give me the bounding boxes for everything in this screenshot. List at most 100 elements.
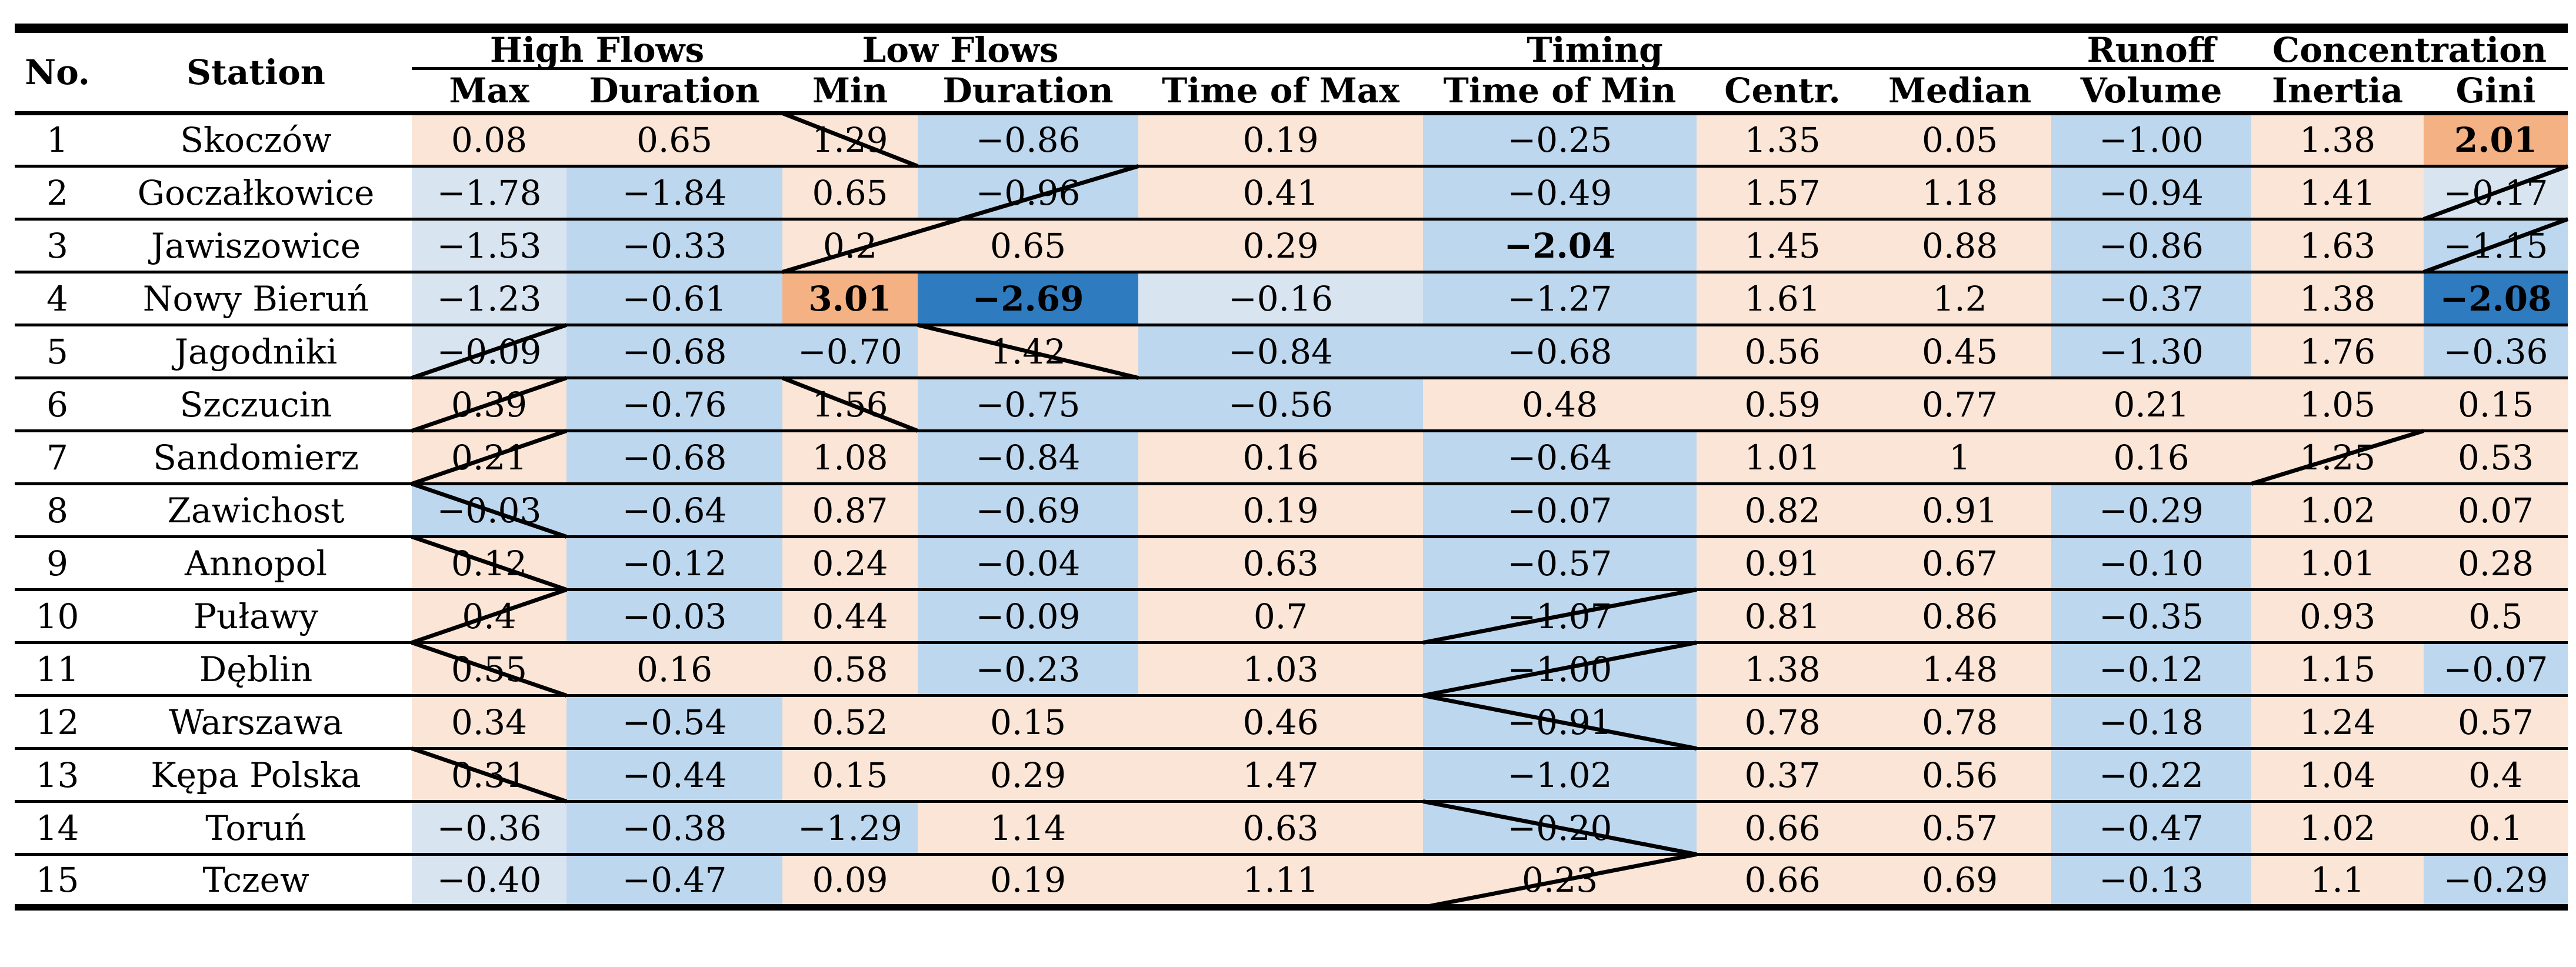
cell-gini: −1.15 (2424, 219, 2568, 274)
cell-volume: −0.13 (2051, 854, 2252, 908)
cell-t_max: 0.63 (1138, 801, 1424, 856)
cell-t_max: 0.7 (1138, 589, 1424, 644)
subheader-inertia: Inertia (2251, 68, 2424, 115)
cell-centr: 1.61 (1697, 272, 1869, 326)
cell-hf_max: 0.31 (412, 748, 566, 803)
cell-inertia: 1.38 (2251, 113, 2424, 168)
group-header-high-flows: High Flows (412, 28, 783, 70)
cell-t_max: −0.56 (1138, 378, 1424, 432)
cell-lf_dur: −2.69 (918, 272, 1139, 326)
cell-t_max: 0.19 (1138, 113, 1424, 168)
cell-lf_min: 0.58 (782, 642, 918, 697)
cell-median: 0.69 (1868, 854, 2052, 908)
cell-t_max: −0.16 (1138, 272, 1424, 326)
cell-hf_max: 0.55 (412, 642, 566, 697)
cell-lf_dur: 0.29 (918, 748, 1139, 803)
cell-t_min: −0.91 (1423, 695, 1697, 750)
cell-no: 11 (15, 642, 100, 697)
cell-median: 1 (1868, 431, 2052, 485)
table-row: 4 Nowy Bieruń −1.23 −0.61 3.01 −2.69 −0.16 −1.2… (15, 272, 2568, 326)
cell-hf_max: 0.4 (412, 589, 566, 644)
cell-volume: −0.37 (2051, 272, 2252, 326)
subheader-hf_dur: Duration (566, 68, 783, 115)
cell-t_min: −1.02 (1423, 748, 1697, 803)
cell-median: 0.57 (1868, 801, 2052, 856)
cell-hf_max: 0.08 (412, 113, 566, 168)
cell-t_min: −1.00 (1423, 642, 1697, 697)
cell-t_min: −0.25 (1423, 113, 1697, 168)
cell-lf_min: 0.65 (782, 166, 918, 221)
cell-gini: 0.28 (2424, 536, 2568, 591)
cell-median: 1.18 (1868, 166, 2052, 221)
cell-station: Kępa Polska (100, 748, 412, 803)
cell-lf_dur: −0.04 (918, 536, 1139, 591)
table-row: 2 Goczałkowice −1.78 −1.84 0.65 −0.96 0.41 −0.4… (15, 166, 2568, 221)
cell-lf_min: 0.44 (782, 589, 918, 644)
table-header: No. Station High Flows Low Flows Timing Runof… (15, 28, 2568, 115)
cell-lf_dur: −0.86 (918, 113, 1139, 168)
cell-gini: −0.36 (2424, 325, 2568, 379)
cell-station: Toruń (100, 801, 412, 856)
subheader-t_min: Time of Min (1423, 68, 1697, 115)
cell-t_min: −1.07 (1423, 589, 1697, 644)
cell-hf_max: −1.23 (412, 272, 566, 326)
cell-t_max: 0.63 (1138, 536, 1424, 591)
cell-median: 0.86 (1868, 589, 2052, 644)
cell-volume: −0.47 (2051, 801, 2252, 856)
table-row: 14 Toruń −0.36 −0.38 −1.29 1.14 0.63 −0.20 0.66 0… (15, 801, 2568, 856)
cell-no: 15 (35, 860, 79, 900)
subheader-median: Median (1868, 68, 2052, 115)
cell-station: Warszawa (100, 695, 412, 750)
cell-centr: 1.38 (1697, 642, 1869, 697)
cell-centr: 1.45 (1697, 219, 1869, 274)
header-no: No. (15, 28, 100, 115)
cell-inertia: 1.76 (2251, 325, 2424, 379)
cell-lf_dur: 1.42 (918, 325, 1139, 379)
cell-hf_max: −1.53 (412, 219, 566, 274)
cell-hf_dur: −0.68 (566, 325, 783, 379)
cell-station: Tczew (202, 860, 309, 900)
cell-gini: 2.01 (2424, 113, 2568, 168)
cell-lf_min: 0.15 (782, 748, 918, 803)
cell-t_min: −0.68 (1423, 325, 1697, 379)
cell-no: 8 (15, 484, 100, 538)
cell-t_max: 1.47 (1138, 748, 1424, 803)
cell-gini: −0.29 (2424, 854, 2568, 908)
cell-volume: −0.29 (2051, 484, 2252, 538)
cell-lf_dur: −0.84 (918, 431, 1139, 485)
cell-inertia: 1.05 (2251, 378, 2424, 432)
cell-lf_dur: −0.09 (918, 589, 1139, 644)
cell-gini: 0.1 (2424, 801, 2568, 856)
cell-gini: −2.08 (2424, 272, 2568, 326)
cell-inertia: 0.93 (2251, 589, 2424, 644)
cell-centr: 0.91 (1697, 536, 1869, 591)
cell-no: 6 (15, 378, 100, 432)
cell-lf_dur: 0.65 (918, 219, 1139, 274)
table-row: 1 Skoczów 0.08 0.65 1.29 −0.86 0.19 −0.25 1.35 0.… (15, 113, 2568, 168)
cell-no: 14 (15, 801, 100, 856)
cell-median: 0.05 (1868, 113, 2052, 168)
header-sub-row: Max Duration Min Duration Time of Max Time of… (15, 68, 2568, 115)
cell-inertia: 1.01 (2251, 536, 2424, 591)
cell-station: Sandomierz (100, 431, 412, 485)
cell-station: Zawichost (100, 484, 412, 538)
cell-hf_max: 0.39 (412, 378, 566, 432)
cell-volume: −0.12 (2051, 642, 2252, 697)
cell-median: 0.91 (1868, 484, 2052, 538)
cell-hf_dur: −0.64 (566, 484, 783, 538)
cell-hf_max: 0.12 (412, 536, 566, 591)
cell-volume: −1.00 (2051, 113, 2252, 168)
cell-hf_dur: −0.38 (566, 801, 783, 856)
group-header-runoff: Runoff (2051, 28, 2252, 70)
cell-volume: 0.21 (2051, 378, 2252, 432)
cell-hf_max: −1.78 (412, 166, 566, 221)
subheader-lf_dur: Duration (918, 68, 1139, 115)
table-row: 10 Puławy 0.4 −0.03 0.44 −0.09 0.7 −1.07 0.81 0.8… (15, 589, 2568, 644)
cell-lf_dur: −0.69 (918, 484, 1139, 538)
cell-no: 12 (15, 695, 100, 750)
cell-lf_min: −0.70 (782, 325, 918, 379)
cell-t_min: 0.23 (1423, 854, 1697, 908)
cell-t_min: −0.20 (1423, 801, 1697, 856)
cell-volume: 0.16 (2051, 431, 2252, 485)
